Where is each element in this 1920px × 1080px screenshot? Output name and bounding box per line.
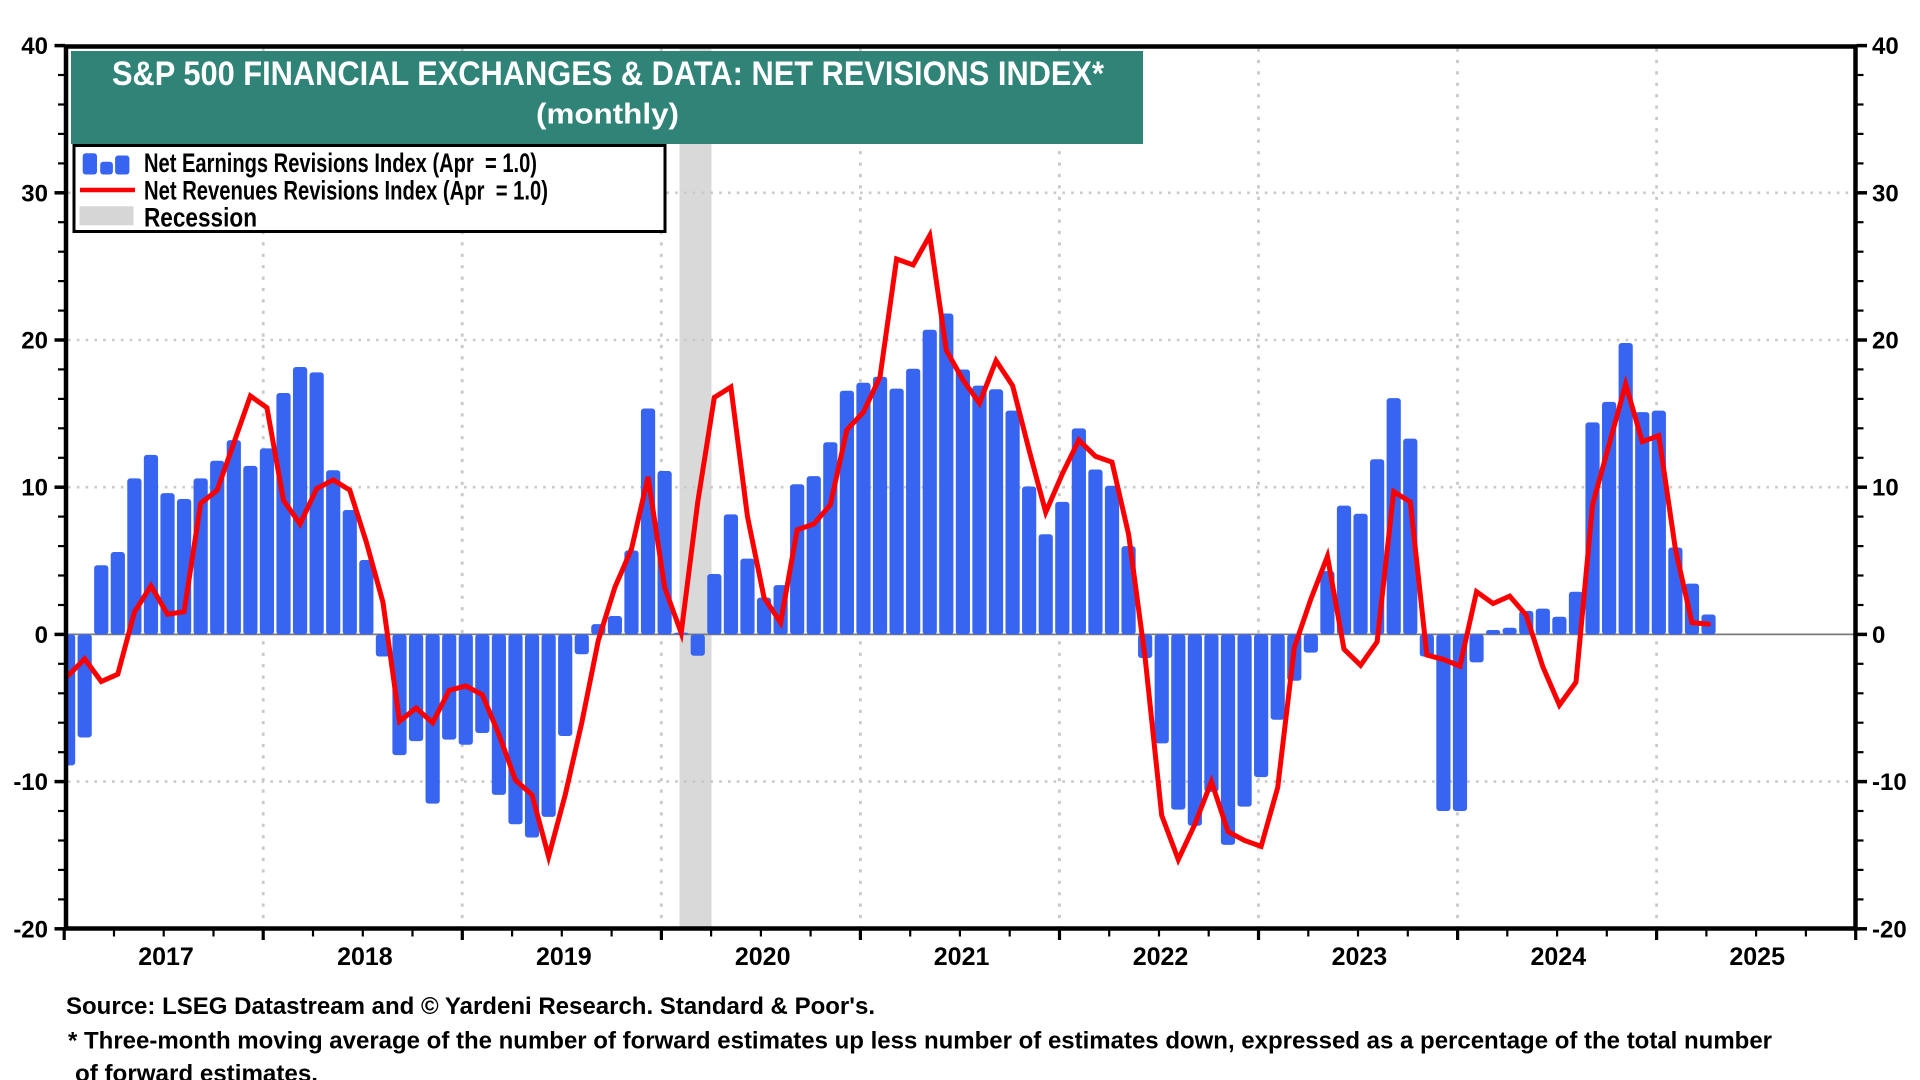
svg-text:0: 0 bbox=[35, 622, 48, 649]
svg-text:30: 30 bbox=[21, 180, 48, 207]
svg-text:2021: 2021 bbox=[934, 943, 990, 971]
svg-text:2022: 2022 bbox=[1133, 943, 1189, 971]
svg-text:30: 30 bbox=[1872, 180, 1899, 207]
svg-text:Net Earnings Revisions Index (: Net Earnings Revisions Index (Apr = 1.0) bbox=[144, 148, 537, 178]
svg-text:-20: -20 bbox=[1872, 916, 1907, 943]
svg-text:-20: -20 bbox=[13, 916, 48, 943]
svg-text:10: 10 bbox=[1872, 475, 1899, 502]
svg-text:2025: 2025 bbox=[1729, 943, 1785, 971]
svg-text:10: 10 bbox=[21, 475, 48, 502]
svg-text:* Three-month moving average o: * Three-month moving average of the numb… bbox=[68, 1028, 1772, 1055]
svg-text:of forward estimates.: of forward estimates. bbox=[75, 1061, 318, 1080]
svg-text:40: 40 bbox=[1872, 33, 1899, 60]
svg-text:-10: -10 bbox=[13, 769, 48, 796]
svg-text:Recession: Recession bbox=[144, 203, 257, 233]
svg-text:2020: 2020 bbox=[735, 943, 791, 971]
svg-text:-10: -10 bbox=[1872, 769, 1907, 796]
svg-text:40: 40 bbox=[21, 33, 48, 60]
svg-text:S&P 500 FINANCIAL EXCHANGES &: S&P 500 FINANCIAL EXCHANGES & DATA: NET … bbox=[112, 55, 1105, 93]
svg-text:2024: 2024 bbox=[1530, 943, 1586, 971]
svg-text:2018: 2018 bbox=[337, 943, 393, 971]
svg-text:0: 0 bbox=[1872, 622, 1885, 649]
svg-text:2019: 2019 bbox=[536, 943, 592, 971]
svg-text:20: 20 bbox=[1872, 328, 1899, 355]
svg-text:Net Revenues Revisions Index (: Net Revenues Revisions Index (Apr = 1.0) bbox=[144, 176, 548, 206]
svg-text:20: 20 bbox=[21, 328, 48, 355]
svg-text:2017: 2017 bbox=[138, 943, 194, 971]
svg-text:(monthly): (monthly) bbox=[536, 99, 679, 131]
svg-text:Source: LSEG Datastream and ©: Source: LSEG Datastream and © Yardeni Re… bbox=[66, 993, 875, 1020]
svg-text:2023: 2023 bbox=[1332, 943, 1388, 971]
